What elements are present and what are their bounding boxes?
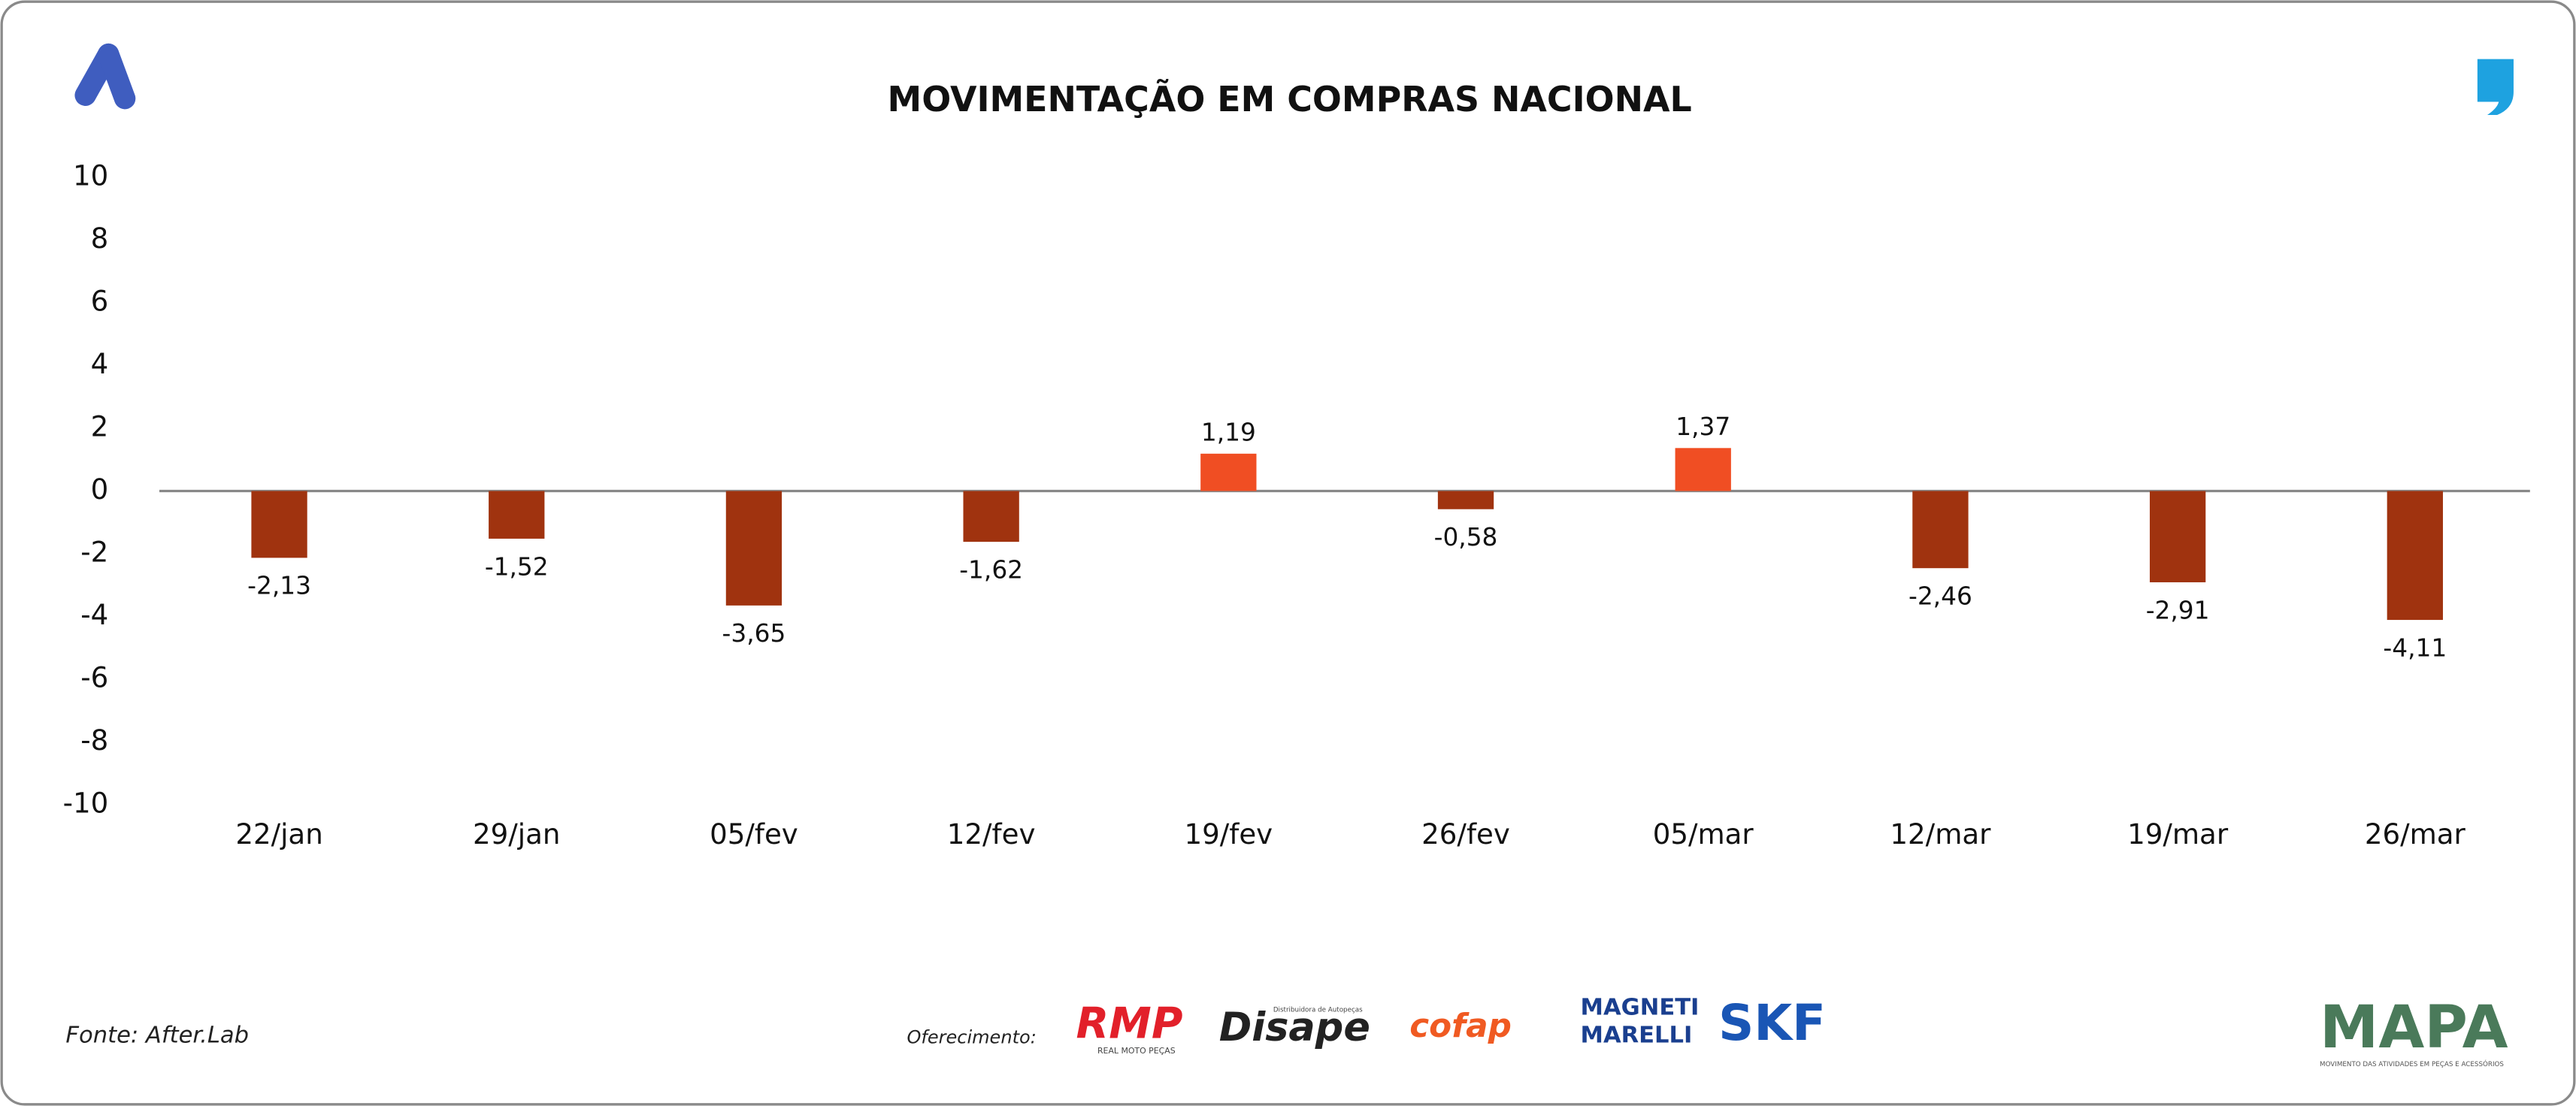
y-tick-label: -2	[80, 536, 108, 568]
y-tick-label: 10	[73, 160, 108, 192]
y-tick-label: 8	[91, 222, 109, 255]
y-tick-label: -8	[80, 724, 108, 757]
sponsor-logo: Distribuidora de Autopeças	[1273, 1007, 1363, 1014]
y-tick-label: 2	[91, 411, 109, 443]
value-label: -3,65	[722, 619, 786, 648]
bar	[2387, 491, 2443, 621]
x-tick-label: 29/jan	[473, 818, 560, 851]
sponsor-logo: REAL MOTO PEÇAS	[1097, 1046, 1176, 1056]
value-label: -2,91	[2146, 596, 2210, 624]
sponsor-logo: SKF	[1718, 995, 1826, 1052]
bar	[1912, 491, 1969, 569]
logo-right	[2477, 59, 2514, 115]
value-label: -0,58	[1434, 523, 1498, 551]
value-label: 1,19	[1201, 419, 1256, 447]
sponsor-logo: MAGNETI	[1581, 994, 1700, 1020]
brand-tagline: MOVIMENTO DAS ATIVIDADES EM PEÇAS E ACES…	[2320, 1059, 2504, 1068]
y-tick-label: 4	[91, 348, 109, 380]
bar	[1200, 453, 1257, 491]
chart-title: MOVIMENTAÇÃO EM COMPRAS NACIONAL	[888, 78, 1692, 119]
x-tick-label: 05/mar	[1653, 818, 1754, 851]
x-tick-label: 12/mar	[1890, 818, 1991, 851]
value-label: -2,13	[247, 572, 311, 600]
bar	[251, 491, 307, 558]
value-label: -1,62	[959, 555, 1023, 584]
x-tick-label: 19/fev	[1184, 818, 1273, 851]
logo-left	[74, 43, 136, 110]
x-tick-label: 19/mar	[2127, 818, 2229, 851]
x-tick-label: 22/jan	[235, 818, 322, 851]
value-label: -1,52	[485, 552, 549, 581]
brand: MAPA	[2320, 993, 2508, 1062]
x-tick-label: 12/fev	[947, 818, 1036, 851]
y-tick-label: 6	[91, 286, 109, 318]
y-tick-label: 0	[91, 473, 109, 506]
y-tick-label: -10	[63, 787, 109, 819]
sponsor-logo: cofap	[1409, 1007, 1512, 1045]
bar	[1437, 491, 1494, 509]
bar	[489, 491, 545, 539]
y-tick-label: -6	[80, 661, 108, 694]
sponsor-label: Oferecimento:	[907, 1026, 1036, 1047]
x-tick-label: 26/fev	[1421, 818, 1510, 851]
bar	[963, 491, 1019, 542]
x-tick-label: 26/mar	[2365, 818, 2466, 851]
sponsor-logo: Disape	[1219, 1005, 1370, 1050]
value-label: -2,46	[1909, 582, 1972, 611]
sponsor-logo: MARELLI	[1581, 1023, 1693, 1049]
x-tick-label: 05/fev	[710, 818, 798, 851]
sponsor-logo: RMP	[1076, 999, 1183, 1049]
y-tick-label: -4	[80, 599, 108, 631]
bar	[725, 491, 782, 606]
source: Fonte: After.Lab	[65, 1023, 249, 1049]
bar	[1675, 448, 1731, 491]
bar	[2149, 491, 2206, 582]
value-label: -4,11	[2383, 633, 2447, 662]
value-label: 1,37	[1675, 412, 1730, 441]
